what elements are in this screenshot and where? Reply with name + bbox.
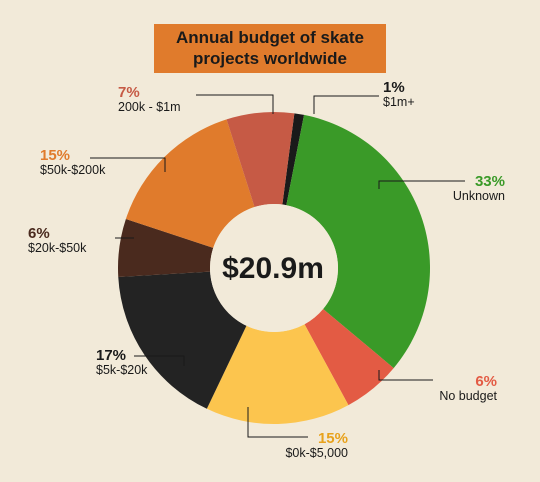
center-total-label: $20.9m: [222, 252, 324, 285]
chart-title-line-1: Annual budget of skate: [176, 28, 364, 47]
slice-category-label: $50k-$200k: [40, 163, 106, 177]
slice--50k-200k: [125, 119, 255, 248]
slice-category-label: Unknown: [453, 189, 505, 203]
leader-line: [378, 370, 433, 381]
slice-category-label: No budget: [439, 389, 497, 403]
slice-unknown: [286, 114, 430, 369]
slice-percent-label: 1%: [383, 79, 405, 96]
slice-percent-label: 33%: [475, 173, 505, 190]
slice--1m-: [282, 113, 305, 206]
chart-title-line-2: projects worldwide: [193, 49, 347, 68]
leader-line: [247, 407, 308, 438]
slice--5k-20k: [118, 271, 247, 409]
slice-percent-label: 7%: [118, 84, 140, 101]
slice--20k-50k: [118, 219, 214, 277]
slice-category-label: 200k - $1m: [118, 100, 181, 114]
leader-line: [313, 95, 379, 114]
leader-line: [378, 180, 465, 189]
chart-title: Annual budget of skate projects worldwid…: [154, 24, 386, 73]
slice-category-label: $5k-$20k: [96, 363, 148, 377]
slice-category-label: $0k-$5,000: [285, 446, 348, 460]
leader-line: [134, 355, 185, 366]
slice-category-label: $20k-$50k: [28, 241, 87, 255]
slice-percent-label: 15%: [40, 147, 70, 164]
slice-percent-label: 6%: [475, 373, 497, 390]
slice--0k-5-000: [206, 324, 349, 424]
slice-percent-label: 6%: [28, 225, 50, 242]
slice-percent-label: 15%: [318, 430, 348, 447]
slice-200k-1m: [226, 112, 295, 208]
leader-line: [90, 157, 166, 172]
donut-hole: [210, 204, 338, 332]
slice-no-budget: [304, 309, 394, 406]
slice-category-label: $1m+: [383, 95, 415, 109]
slice-percent-label: 17%: [96, 347, 126, 364]
leader-line: [196, 94, 274, 114]
